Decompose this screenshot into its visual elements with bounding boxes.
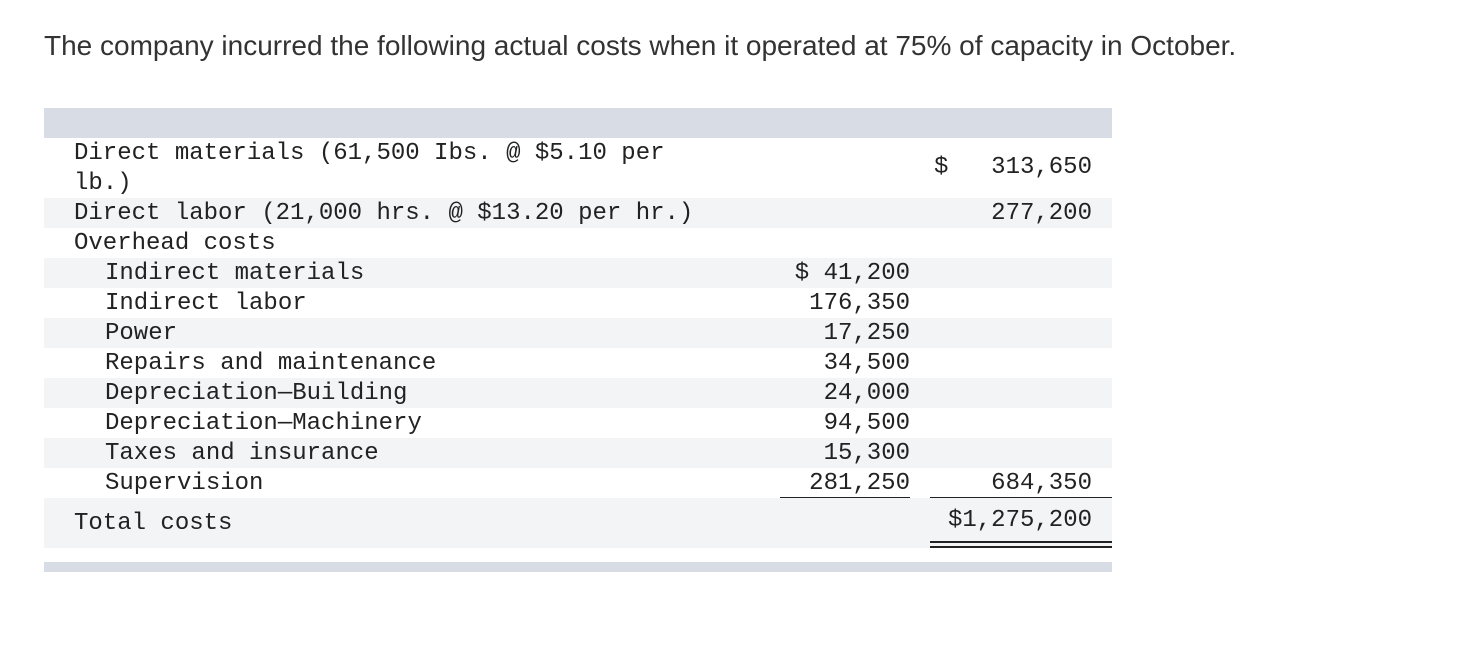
- overhead-item-amount: $ 41,200: [794, 260, 910, 287]
- grand-total-double-rule: [930, 541, 1112, 548]
- table-row: Indirect materials $ 41,200: [44, 258, 1112, 288]
- overhead-item-label: Taxes and insurance: [105, 440, 379, 467]
- table-row: Power 17,250: [44, 318, 1112, 348]
- intro-text: The company incurred the following actua…: [44, 30, 1237, 61]
- overhead-item-label: Depreciation—Machinery: [105, 410, 422, 437]
- table-row: Depreciation—Machinery 94,500: [44, 408, 1112, 438]
- overhead-item-amount: 24,000: [823, 380, 910, 407]
- table-row: Depreciation—Building 24,000: [44, 378, 1112, 408]
- overhead-item-amount: 176,350: [809, 290, 910, 317]
- overhead-item-label: Indirect labor: [105, 290, 307, 317]
- overhead-item-label: Supervision: [105, 470, 264, 497]
- table-row-direct-labor: Direct labor (21,000 hrs. @ $13.20 per h…: [44, 198, 1112, 228]
- direct-materials-amount: 313,650: [991, 154, 1092, 181]
- table-row: Supervision 281,250 684,350: [44, 468, 1112, 499]
- table-row-total: Total costs $1,275,200: [44, 498, 1112, 548]
- table-header-band: [44, 108, 1112, 138]
- table-row-direct-materials: Direct materials (61,500 Ibs. @ $5.10 pe…: [44, 138, 1112, 198]
- direct-labor-label: Direct labor (21,000 hrs. @ $13.20 per h…: [74, 200, 694, 227]
- direct-labor-amount: 277,200: [991, 200, 1092, 227]
- overhead-item-label: Indirect materials: [105, 260, 365, 287]
- overhead-item-amount: 34,500: [823, 350, 910, 377]
- direct-materials-label-line2: lb.): [74, 170, 132, 197]
- table-row: Taxes and insurance 15,300: [44, 438, 1112, 468]
- table-row: Repairs and maintenance 34,500: [44, 348, 1112, 378]
- overhead-item-amount: 15,300: [823, 440, 910, 467]
- overhead-item-amount: 17,250: [823, 320, 910, 347]
- table-footer-band: [44, 562, 1112, 572]
- total-costs-label: Total costs: [74, 510, 233, 537]
- direct-materials-label-line1: Direct materials (61,500 Ibs. @ $5.10 pe…: [74, 140, 665, 167]
- total-costs-amount: $1,275,200: [947, 507, 1092, 534]
- table-row-overhead-heading: Overhead costs: [44, 228, 1112, 258]
- direct-materials-dollar-sign: $: [934, 154, 949, 181]
- cost-table: Direct materials (61,500 Ibs. @ $5.10 pe…: [44, 108, 1112, 572]
- overhead-item-label: Depreciation—Building: [105, 380, 408, 407]
- overhead-item-label: Repairs and maintenance: [105, 350, 437, 377]
- table-body: Direct materials (61,500 Ibs. @ $5.10 pe…: [44, 138, 1112, 548]
- table-row: Indirect labor 176,350: [44, 288, 1112, 318]
- overhead-item-label: Power: [105, 320, 178, 347]
- overhead-item-amount: 94,500: [823, 410, 910, 437]
- overhead-total-amount: 684,350: [991, 470, 1092, 497]
- overhead-heading: Overhead costs: [74, 230, 276, 257]
- overhead-item-amount: 281,250: [809, 470, 910, 497]
